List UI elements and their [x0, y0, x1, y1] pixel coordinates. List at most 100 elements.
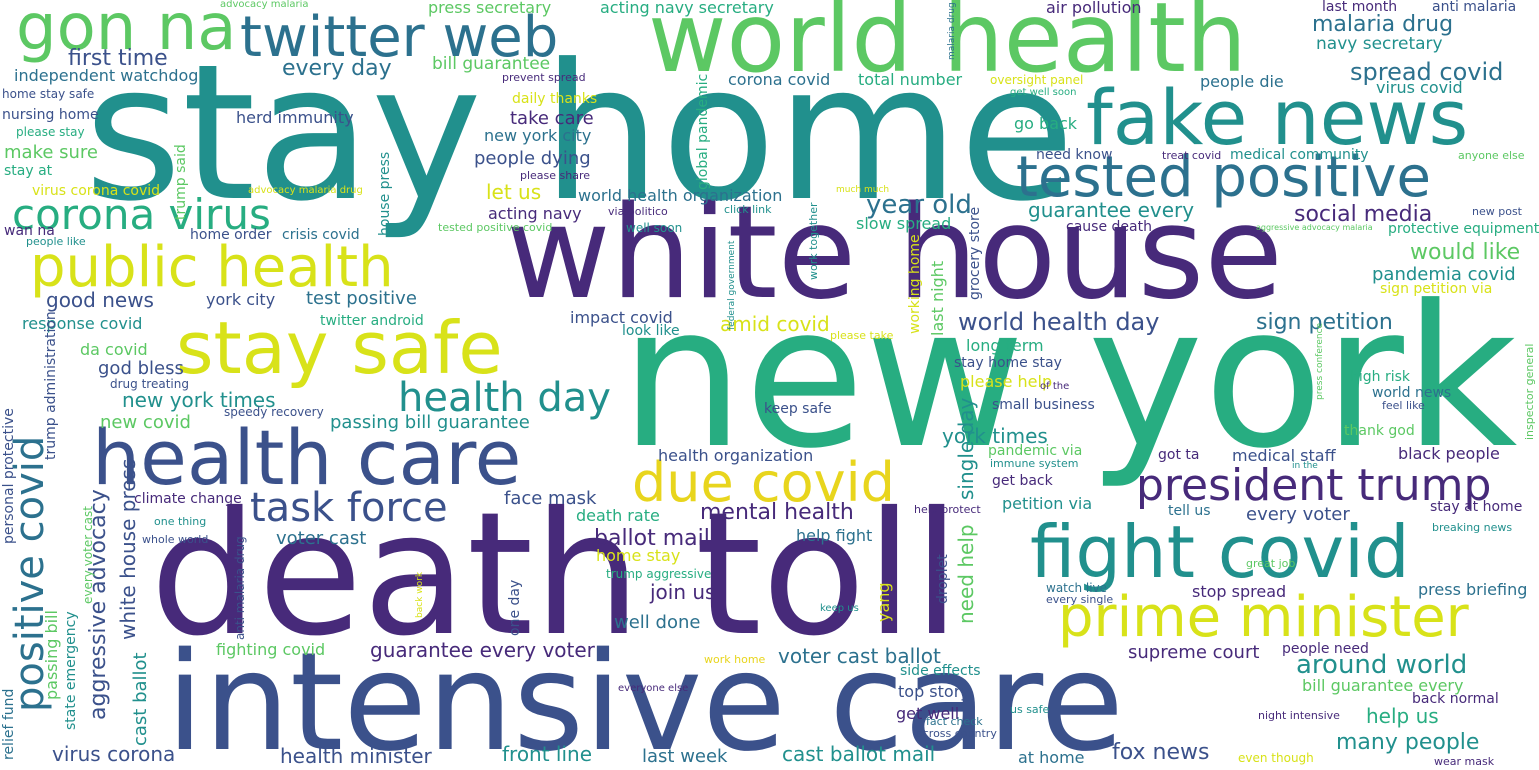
word-mental-health: mental health [700, 500, 854, 525]
word-world-news: world news [1372, 385, 1452, 401]
word-at-home: at home [1018, 748, 1085, 767]
word-advocacy-malaria: of the [1040, 381, 1070, 392]
word-cast-ballot: white house press [116, 458, 140, 640]
word-home-order: home order [190, 227, 272, 243]
word-every-voter-cast: passing bill [42, 610, 61, 700]
word-via-politico: via politico [608, 205, 668, 218]
word-petition-via: petition via [1002, 494, 1093, 513]
word-drug-treating: drug treating [110, 377, 189, 391]
word-nursing-home: nursing home [2, 107, 99, 123]
word-fox-news: fox news [1112, 740, 1210, 765]
word-crisis-covid: crisis covid [282, 227, 360, 243]
word-navy-secretary: navy secretary [1316, 34, 1443, 54]
word-wan-na: wan na [4, 223, 55, 239]
word-join-us: join us [650, 580, 716, 604]
word-stay-at: stay at [4, 163, 53, 179]
word-white-house: white house [506, 179, 1283, 328]
word-due-covid: due covid [632, 451, 895, 514]
word-across-country: across country [916, 727, 997, 740]
word-need-know: need know [1036, 147, 1113, 163]
word-click-link: click link [724, 203, 772, 216]
word-task-force: task force [250, 485, 448, 531]
word-stay-home: stay home [84, 24, 1075, 243]
word-people-like: people like [26, 235, 86, 248]
word-daily-thanks: daily thanks [512, 91, 598, 107]
word-world-health-day: world health day [958, 308, 1160, 336]
word-well-done: well done [614, 612, 701, 633]
word-whole-world: whole world [142, 533, 209, 546]
word-last-month: last month [1322, 0, 1398, 15]
word-intensive-care: intensive care [166, 624, 1124, 770]
word-ballot-mail: ballot mail [594, 526, 710, 551]
word-anti-malaria: anti malaria [1432, 0, 1517, 15]
word-press-secretary: press secretary [428, 0, 552, 17]
word-get-well: get well [896, 704, 960, 723]
word-look-like: look like [622, 323, 680, 339]
word-keep-us: keep us [820, 603, 859, 614]
word-new-covid: new covid [100, 412, 191, 433]
word-acting-navy-secretary: acting navy secretary [600, 0, 774, 17]
word-new-post: new post [1472, 205, 1522, 218]
word-home-stay-safe: home stay safe [2, 87, 95, 101]
word-tested-positive: tested positive [1016, 145, 1431, 210]
word-response-covid: response covid [22, 314, 143, 333]
word-stop-spread: stop spread [1192, 582, 1287, 601]
word-medical-community: medical community [1230, 147, 1369, 163]
word-in-the: thank god [1344, 423, 1415, 439]
word-protective-equipment: protective equipment [1388, 221, 1539, 237]
word-fighting-covid: fighting covid [216, 640, 326, 659]
word-medical-staff: medical staff [1232, 446, 1336, 465]
word-twitter-web: twitter web [240, 5, 559, 70]
word-grocery-store: federal government [727, 240, 737, 330]
word-guarantee-every: guarantee every [1028, 198, 1195, 222]
word-supreme-court: supreme court [1128, 642, 1260, 663]
word-thank-god: feel like [1382, 399, 1425, 412]
word-one-day: yang [874, 582, 893, 622]
word-acting-navy: acting navy [488, 204, 582, 223]
word-public-health: public health [30, 235, 394, 300]
word-aggressive-advocacy-malaria: aggressive advocacy malaria [1256, 223, 1373, 232]
word-first-time: first time [68, 46, 168, 71]
word-social-media: social media [1294, 202, 1433, 227]
word-prevent-spread: prevent spread [502, 71, 586, 84]
word-well-soon: well soon [626, 221, 683, 235]
word-inspector-general: personal protective [1, 408, 17, 544]
word-small-business: small business [992, 397, 1095, 413]
word-night-intensive: night intensive [1258, 709, 1340, 722]
word-back-work: droplet [935, 554, 951, 604]
word-trump-aggressive: trump aggressive [606, 567, 712, 581]
word-york-city: york city [206, 290, 276, 309]
word-house-press: malaria drug treating [947, 0, 957, 60]
word-herd-immunity: herd immunity [236, 108, 354, 127]
word-twitter-android: twitter android [320, 313, 424, 329]
word-pandemia-covid: pandemia covid [1372, 264, 1516, 285]
word-federal-government: house press [377, 151, 393, 236]
word-passing-bill-guarantee: passing bill guarantee [330, 412, 530, 433]
word-immune-system: immune system [990, 457, 1079, 470]
word-need-help: working home [907, 234, 923, 334]
word-sign-petition: sign petition [1256, 310, 1393, 335]
word-night-intensive-care: inspector general [1523, 343, 1536, 440]
word-people-need: people need [1282, 641, 1369, 657]
word-let-us: let us [486, 180, 542, 204]
word-test-positive: test positive [306, 288, 417, 309]
word-last-night: work together [807, 202, 820, 280]
word-people-die: people die [1200, 72, 1284, 91]
word-get-back: get back [992, 473, 1053, 489]
word-please-help: please help [960, 372, 1053, 391]
word-home-stay: home stay [596, 546, 681, 565]
word-working-home: grocery store [967, 206, 983, 300]
word-voter-cast-ballot: voter cast ballot [778, 644, 941, 668]
word-top-story: top story [898, 682, 970, 701]
word-malaria-drug: malaria drug [1312, 12, 1454, 37]
word-front-line: front line [502, 742, 593, 766]
word-got-ta: got ta [1158, 447, 1200, 463]
word-god-bless: god bless [98, 358, 184, 379]
word-new-york-times: new york times [122, 388, 276, 412]
word-good-news: good news [46, 288, 154, 312]
word-fight-covid: fight covid [1030, 510, 1410, 594]
word-watch-live: watch live [1046, 581, 1108, 595]
word-pandemic-via: pandemic via [988, 443, 1083, 459]
word-many-people: many people [1336, 730, 1480, 755]
word-black-people: black people [1398, 444, 1500, 463]
